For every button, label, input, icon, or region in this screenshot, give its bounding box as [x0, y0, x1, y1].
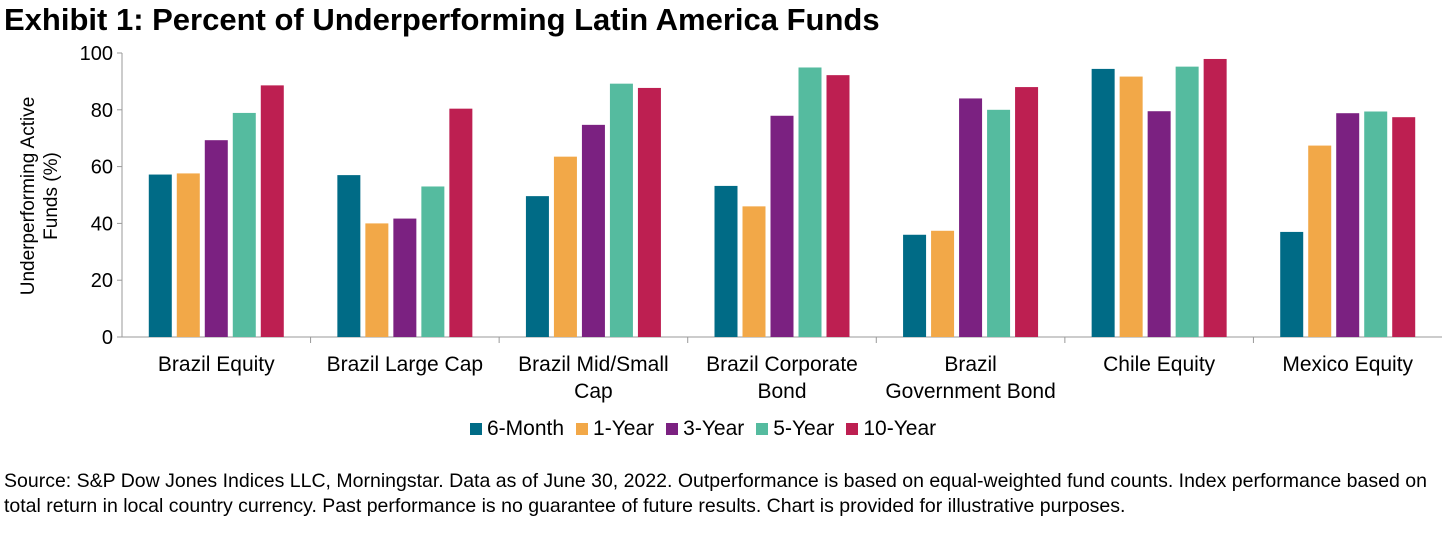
bar-3-year	[959, 98, 983, 337]
x-category-label: Brazil Government Bond	[885, 353, 1055, 403]
bar-1-year	[1308, 145, 1332, 337]
legend-item: 5-Year	[756, 417, 834, 441]
bar-6-month	[1280, 231, 1304, 337]
bar-1-year	[931, 230, 955, 337]
x-category-label: Brazil Corporate Bond	[706, 353, 858, 403]
bar-6-month	[714, 185, 738, 337]
legend-swatch	[576, 423, 589, 435]
legend-label: 1-Year	[593, 417, 655, 440]
x-category-label-line: Brazil Mid/Small	[518, 353, 669, 376]
bar-1-year	[553, 156, 577, 337]
bar-10-year	[449, 108, 473, 337]
bar-3-year	[770, 115, 794, 337]
legend-swatch	[846, 423, 859, 435]
y-tick-label: 80	[91, 100, 113, 122]
y-tick-label: 100	[80, 43, 113, 65]
bar-10-year	[260, 85, 284, 337]
bar-10-year	[1392, 117, 1416, 338]
x-category-label: Chile Equity	[1103, 353, 1216, 376]
bar-10-year	[1203, 58, 1227, 338]
bar-5-year	[798, 67, 822, 337]
x-category-label-line: Mexico Equity	[1282, 353, 1413, 376]
legend-item: 6-Month	[470, 417, 564, 441]
source-note: Source: S&P Dow Jones Indices LLC, Morni…	[4, 470, 1427, 517]
bar-5-year	[1364, 111, 1388, 337]
bar-10-year	[1015, 87, 1039, 337]
legend-label: 10-Year	[863, 417, 937, 440]
x-category-label-line: Brazil	[944, 353, 997, 376]
chart-title: Exhibit 1: Percent of Underperforming La…	[4, 2, 880, 37]
bar-1-year	[1119, 76, 1143, 338]
legend-item: 10-Year	[846, 417, 936, 441]
bar-1-year	[176, 173, 200, 337]
bar-6-month	[525, 196, 549, 337]
bar-3-year	[393, 218, 417, 337]
x-category-label: Brazil Mid/Small Cap	[518, 353, 669, 403]
y-tick-label: 60	[91, 157, 113, 179]
x-category-label-line: Bond	[757, 380, 806, 403]
bar-10-year	[826, 75, 850, 337]
x-category-label-line: Cap	[574, 380, 613, 403]
bar-6-month	[337, 175, 361, 337]
x-category-label-line: Brazil Corporate	[706, 353, 858, 376]
x-category-label: Brazil Large Cap	[327, 353, 483, 376]
x-category-label: Mexico Equity	[1282, 353, 1413, 376]
bar-5-year	[1175, 66, 1199, 337]
x-category-label: Brazil Equity	[158, 353, 275, 376]
legend: 6-Month 1-Year 3-Year 5-Year 10-Year	[470, 417, 948, 441]
legend-item: 3-Year	[666, 417, 744, 441]
legend-item: 1-Year	[576, 417, 654, 441]
legend-swatch	[666, 423, 679, 435]
bar-1-year	[365, 223, 389, 337]
legend-label: 6-Month	[487, 417, 565, 440]
y-tick-label: 0	[102, 327, 113, 349]
legend-swatch	[756, 423, 769, 435]
y-tick-label: 20	[91, 270, 113, 292]
x-category-label-line: Chile Equity	[1103, 353, 1216, 376]
y-tick-label: 40	[91, 213, 113, 235]
bar-5-year	[987, 109, 1011, 337]
bar-3-year	[204, 140, 228, 337]
legend-label: 5-Year	[773, 417, 835, 440]
bar-5-year	[232, 112, 256, 337]
bar-3-year	[581, 124, 605, 338]
x-category-label-line: Brazil Equity	[158, 353, 275, 376]
bar-1-year	[742, 206, 766, 337]
bar-6-month	[1091, 68, 1115, 338]
bar-5-year	[609, 83, 633, 337]
bar-5-year	[421, 186, 445, 337]
x-category-label-line: Brazil Large Cap	[327, 353, 483, 376]
bar-chart: 0 20 40 60 80 100 Brazil Equity Brazil Large Ca…	[80, 43, 1442, 403]
bar-6-month	[903, 234, 927, 337]
legend-swatch	[470, 423, 482, 435]
x-category-label-line: Government Bond	[885, 380, 1055, 403]
bar-10-year	[637, 87, 661, 337]
bar-3-year	[1147, 111, 1171, 337]
legend-label: 3-Year	[683, 417, 745, 440]
bar-6-month	[148, 174, 172, 337]
bar-3-year	[1336, 113, 1360, 337]
